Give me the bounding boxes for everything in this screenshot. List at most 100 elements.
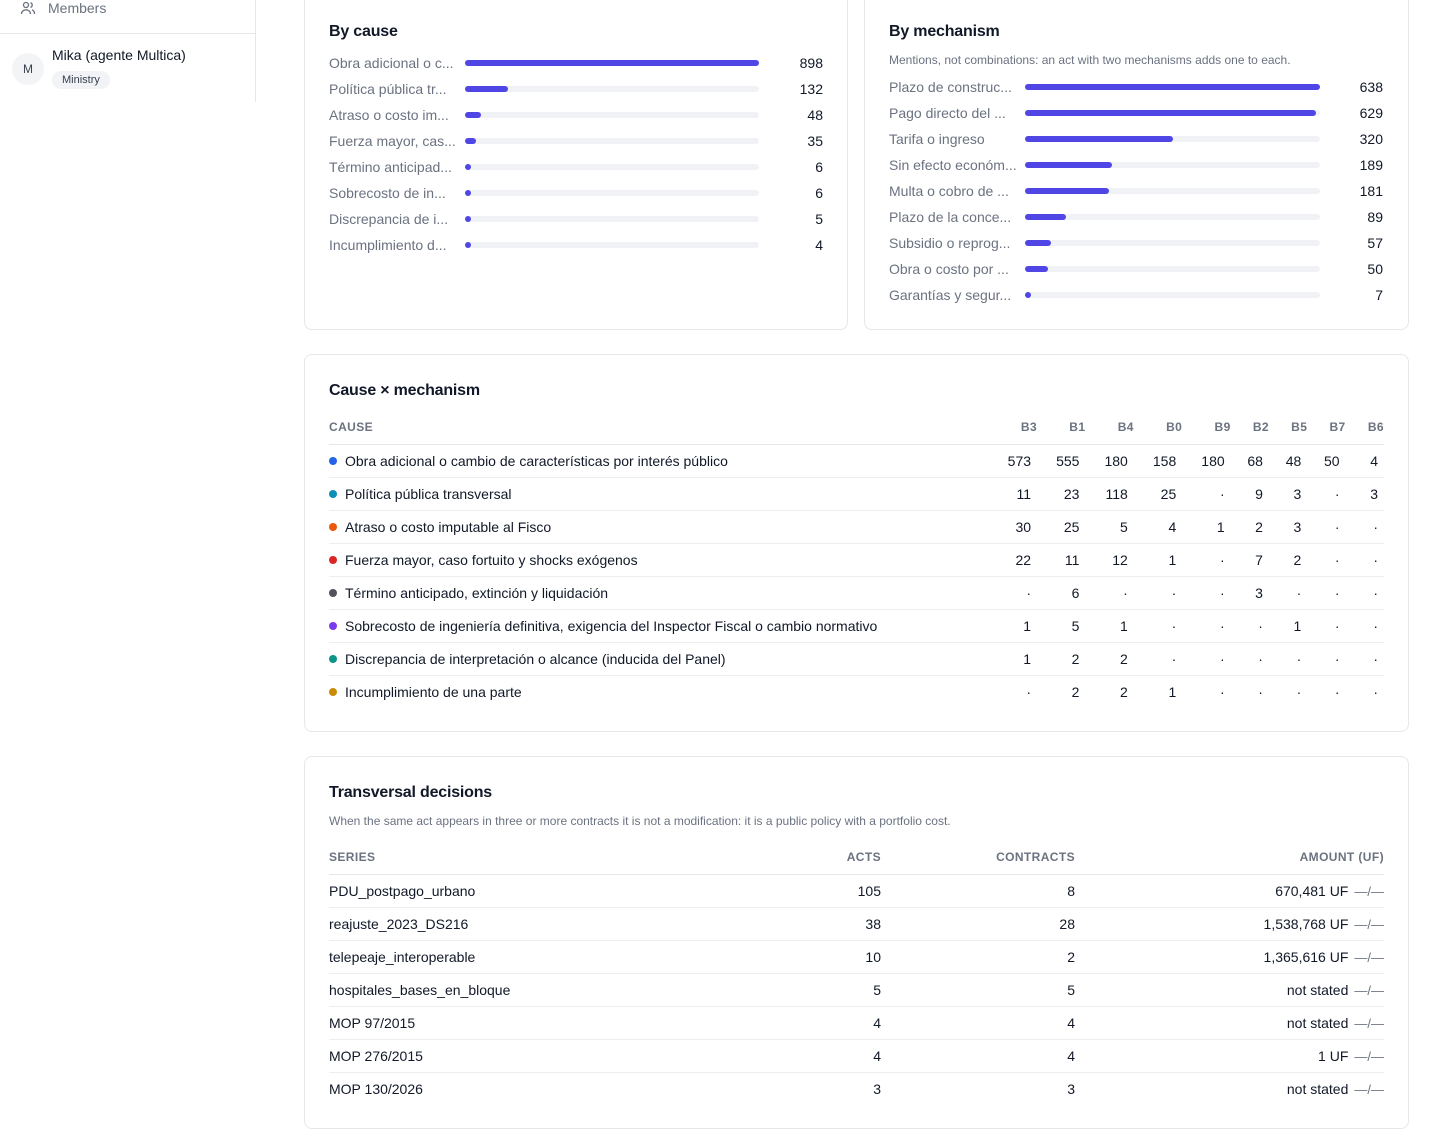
count-cell: 1 bbox=[992, 609, 1038, 643]
bar-fill bbox=[1025, 266, 1049, 272]
bar-row[interactable]: Garantías y segur... 7 bbox=[889, 285, 1383, 305]
cause-name: Término anticipado, extinción y liquidac… bbox=[345, 584, 609, 601]
table-row[interactable]: telepeaje_interoperable 10 2 1,365,616 UF —/… bbox=[329, 940, 1384, 974]
bar-row[interactable]: Término anticipad... 6 bbox=[329, 157, 823, 177]
card-title: Transversal decisions bbox=[329, 784, 493, 801]
bar-row[interactable]: Tarifa o ingreso 320 bbox=[889, 129, 1383, 149]
link-icon[interactable]: —/— bbox=[1354, 883, 1384, 899]
bar-row[interactable]: Pago directo del ... 629 bbox=[889, 103, 1383, 123]
link-icon[interactable]: —/— bbox=[1354, 982, 1384, 998]
column-header-b7[interactable]: B7 bbox=[1307, 411, 1346, 445]
bar-row[interactable]: Obra o costo por ... 50 bbox=[889, 259, 1383, 279]
column-header-b0[interactable]: B0 bbox=[1133, 411, 1183, 445]
bar-fill bbox=[465, 190, 471, 196]
link-icon[interactable]: —/— bbox=[1354, 1081, 1384, 1097]
cause-name: Fuerza mayor, caso fortuito y shocks exó… bbox=[345, 551, 638, 568]
column-header-b5[interactable]: B5 bbox=[1268, 411, 1308, 445]
bar-row[interactable]: Política pública tr... 132 bbox=[329, 79, 823, 99]
count-cell: 4 bbox=[1345, 444, 1384, 478]
link-icon[interactable]: —/— bbox=[1354, 949, 1384, 965]
bar-value: 6 bbox=[815, 185, 823, 201]
table-row[interactable]: MOP 97/2015 4 4 not stated —/— bbox=[329, 1006, 1384, 1040]
bar-label: Tarifa o ingreso bbox=[889, 131, 985, 147]
sidebar-item-members[interactable]: Members bbox=[20, 0, 106, 16]
table-row[interactable]: PDU_postpago_urbano 105 8 670,481 UF —/— bbox=[329, 874, 1384, 908]
count-cell: 25 bbox=[1037, 510, 1086, 544]
table-row[interactable]: reajuste_2023_DS216 38 28 1,538,768 UF —/— bbox=[329, 907, 1384, 941]
table-row[interactable]: Fuerza mayor, caso fortuito y shocks exó… bbox=[329, 543, 1384, 577]
table-row[interactable]: MOP 130/2026 3 3 not stated —/— bbox=[329, 1072, 1384, 1105]
bar-fill bbox=[465, 138, 477, 144]
bar-fill bbox=[1025, 84, 1320, 90]
bar-label: Multa o cobro de ... bbox=[889, 183, 1009, 199]
bar-track bbox=[465, 138, 759, 144]
bar-row[interactable]: Multa o cobro de ... 181 bbox=[889, 181, 1383, 201]
bar-row[interactable]: Atraso o costo im... 48 bbox=[329, 105, 823, 125]
avatar[interactable]: M bbox=[12, 53, 44, 85]
table-row[interactable]: MOP 276/2015 4 4 1 UF —/— bbox=[329, 1039, 1384, 1073]
amount-value: not stated bbox=[1286, 981, 1349, 998]
count-cell: 1 bbox=[1133, 543, 1183, 577]
count-cell: · bbox=[992, 576, 1038, 610]
count-cell: · bbox=[1345, 576, 1384, 610]
table-row[interactable]: Término anticipado, extinción y liquidac… bbox=[329, 576, 1384, 610]
bar-label: Plazo de construc... bbox=[889, 79, 1012, 95]
bar-row[interactable]: Sin efecto económ... 189 bbox=[889, 155, 1383, 175]
column-header-b3[interactable]: B3 bbox=[992, 411, 1038, 445]
table-row[interactable]: hospitales_bases_en_bloque 5 5 not stated —/… bbox=[329, 973, 1384, 1007]
count-cell: 11 bbox=[992, 477, 1038, 511]
count-cell: · bbox=[1133, 609, 1183, 643]
user-name[interactable]: Mika (agente Multica) bbox=[52, 47, 186, 63]
bar-row[interactable]: Sobrecosto de in... 6 bbox=[329, 183, 823, 203]
contracts-cell: 4 bbox=[881, 1039, 1075, 1073]
bar-row[interactable]: Incumplimiento d... 4 bbox=[329, 235, 823, 255]
contracts-cell: 2 bbox=[881, 940, 1075, 974]
table-row[interactable]: Discrepancia de interpretación o alcance… bbox=[329, 642, 1384, 676]
count-cell: · bbox=[1230, 609, 1269, 643]
transversal-table: SERIES ACTS CONTRACTS AMOUNT (UF) PDU_po… bbox=[329, 841, 1384, 1105]
bar-label: Política pública tr... bbox=[329, 81, 447, 97]
count-cell: 5 bbox=[1037, 609, 1086, 643]
bar-track bbox=[1025, 110, 1320, 116]
column-header-series[interactable]: SERIES bbox=[329, 841, 739, 875]
column-header-b6[interactable]: B6 bbox=[1345, 411, 1384, 445]
amount-value: not stated bbox=[1286, 1080, 1349, 1097]
series-cell: PDU_postpago_urbano bbox=[329, 874, 739, 908]
count-cell: 1 bbox=[1182, 510, 1231, 544]
count-cell: · bbox=[1133, 642, 1183, 676]
count-cell: 2 bbox=[1268, 543, 1308, 577]
link-icon[interactable]: —/— bbox=[1354, 1048, 1384, 1064]
bar-row[interactable]: Plazo de la conce... 89 bbox=[889, 207, 1383, 227]
bar-fill bbox=[465, 60, 759, 66]
bar-fill bbox=[465, 242, 471, 248]
column-header-b4[interactable]: B4 bbox=[1085, 411, 1134, 445]
bar-row[interactable]: Discrepancia de i... 5 bbox=[329, 209, 823, 229]
column-header-contracts[interactable]: CONTRACTS bbox=[881, 841, 1075, 875]
table-row[interactable]: Atraso o costo imputable al Fisco 30 25 5 4 1… bbox=[329, 510, 1384, 544]
table-row[interactable]: Política pública transversal 11 23 118 25 · 9 3… bbox=[329, 477, 1384, 511]
bar-label: Subsidio o reprog... bbox=[889, 235, 1011, 251]
series-cell: hospitales_bases_en_bloque bbox=[329, 973, 739, 1007]
table-row[interactable]: Sobrecosto de ingeniería definitiva, exi… bbox=[329, 609, 1384, 643]
column-header-b1[interactable]: B1 bbox=[1037, 411, 1086, 445]
cause-color-dot bbox=[329, 621, 337, 630]
column-header-amount[interactable]: AMOUNT (UF) bbox=[1075, 841, 1384, 875]
series-cell: MOP 276/2015 bbox=[329, 1039, 739, 1073]
bar-label: Fuerza mayor, cas... bbox=[329, 133, 456, 149]
count-cell: 9 bbox=[1230, 477, 1269, 511]
link-icon[interactable]: —/— bbox=[1354, 916, 1384, 932]
table-row[interactable]: Incumplimiento de una parte · 2 2 1 · · · · · bbox=[329, 675, 1384, 708]
column-header-b9[interactable]: B9 bbox=[1182, 411, 1231, 445]
column-header-cause[interactable]: CAUSE bbox=[329, 411, 993, 445]
bar-row[interactable]: Subsidio o reprog... 57 bbox=[889, 233, 1383, 253]
column-header-acts[interactable]: ACTS bbox=[739, 841, 881, 875]
bar-row[interactable]: Fuerza mayor, cas... 35 bbox=[329, 131, 823, 151]
link-icon[interactable]: —/— bbox=[1354, 1015, 1384, 1031]
cause-label: Término anticipado, extinción y liquidac… bbox=[329, 577, 993, 609]
acts-cell: 5 bbox=[739, 973, 881, 1007]
cause-mechanism-table: CAUSE B3 B1 B4 B0 B9 B2 B5 B7 B6 Obra adicional … bbox=[329, 411, 1384, 708]
table-row[interactable]: Obra adicional o cambio de característic… bbox=[329, 444, 1384, 478]
bar-row[interactable]: Plazo de construc... 638 bbox=[889, 77, 1383, 97]
column-header-b2[interactable]: B2 bbox=[1230, 411, 1269, 445]
bar-row[interactable]: Obra adicional o c... 898 bbox=[329, 53, 823, 73]
